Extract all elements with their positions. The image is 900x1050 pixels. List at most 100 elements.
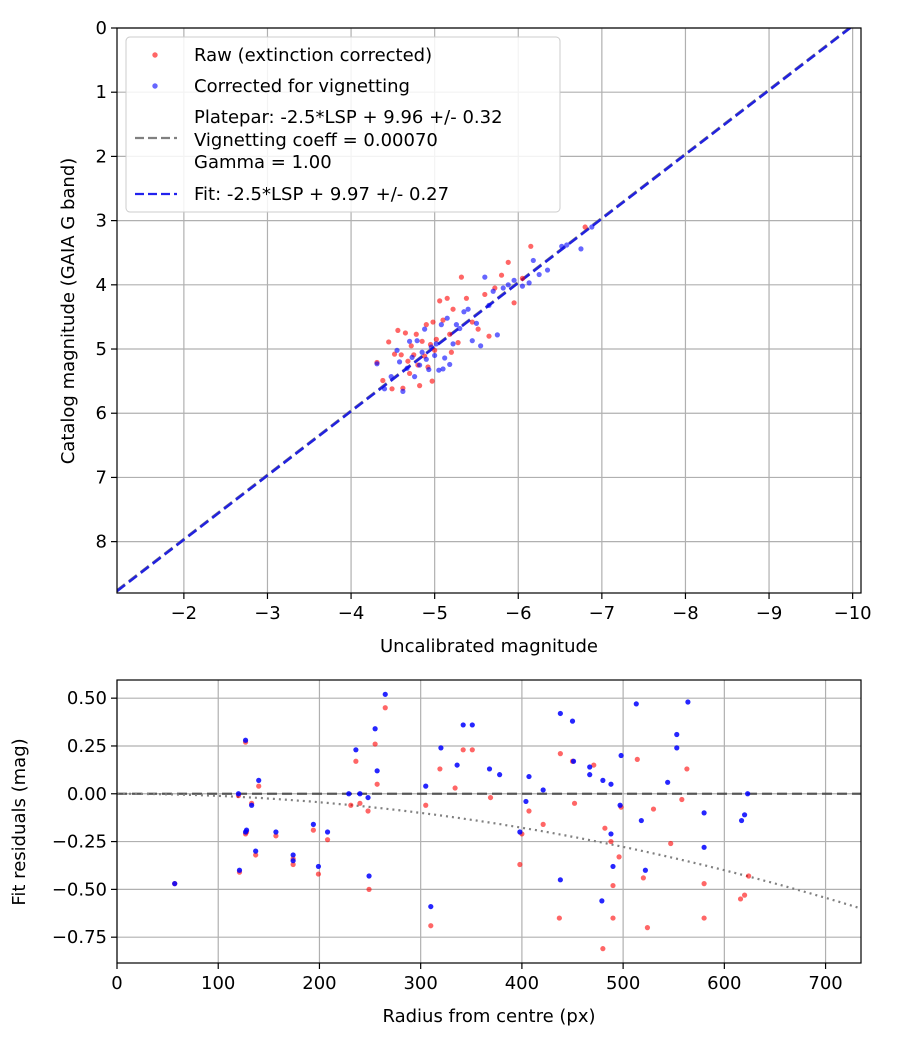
- corrected-residual-point: [557, 877, 563, 883]
- corrected-residual-point: [249, 802, 255, 808]
- corrected-point: [473, 320, 480, 326]
- raw-residual-point: [487, 794, 494, 801]
- top-ytick-label: 2: [96, 146, 107, 167]
- top-xtick-label: −10: [834, 603, 872, 624]
- raw-residual-point: [315, 871, 322, 877]
- raw-residual-point: [460, 747, 466, 753]
- raw-point: [405, 358, 411, 364]
- bottom-xtick-label: 600: [707, 973, 741, 994]
- corrected-point: [486, 302, 492, 308]
- corrected-residual-point: [674, 745, 680, 751]
- raw-residual-point: [556, 915, 562, 921]
- corrected-point: [438, 322, 444, 328]
- corrected-point: [426, 366, 432, 373]
- corrected-point: [404, 365, 410, 371]
- corrected-residual-point: [599, 898, 605, 904]
- raw-residual-point: [256, 783, 262, 789]
- corrected-point: [447, 361, 453, 368]
- raw-point: [413, 331, 419, 337]
- raw-residual-point: [650, 806, 657, 812]
- raw-point: [448, 349, 454, 355]
- raw-point: [482, 291, 488, 298]
- corrected-point: [400, 388, 406, 394]
- corrected-residual-point: [600, 777, 606, 783]
- legend-raw-marker: [152, 52, 158, 58]
- corrected-point: [432, 352, 438, 359]
- corrected-point: [419, 349, 425, 355]
- bottom-xtick-label: 300: [403, 973, 437, 994]
- raw-residual-point: [374, 781, 380, 787]
- corrected-point: [490, 288, 496, 294]
- top-xlabel: Uncalibrated magnitude: [380, 636, 598, 657]
- raw-residual-point: [273, 833, 279, 839]
- corrected-residual-point: [236, 867, 243, 873]
- corrected-point: [526, 280, 532, 286]
- raw-residual-point: [253, 852, 259, 858]
- raw-residual-point: [746, 873, 752, 879]
- top-xtick-label: −3: [254, 603, 281, 624]
- corrected-point: [530, 257, 536, 264]
- corrected-residual-point: [382, 691, 388, 697]
- top-ytick-label: 6: [96, 403, 107, 424]
- raw-point: [386, 339, 392, 345]
- raw-point: [406, 370, 413, 377]
- raw-residual-point: [616, 854, 622, 860]
- bottom-lines: [117, 792, 862, 910]
- bottom-ylabel: Fit residuals (mag): [9, 738, 30, 905]
- raw-point: [429, 378, 435, 384]
- top-xtick-label: −7: [589, 603, 616, 624]
- corrected-residual-point: [745, 791, 751, 797]
- corrected-residual-point: [469, 722, 475, 728]
- raw-point: [440, 317, 446, 323]
- corrected-residual-point: [638, 817, 644, 824]
- corrected-residual-point: [617, 802, 623, 808]
- corrected-residual-point: [438, 745, 444, 751]
- raw-point: [455, 340, 461, 346]
- corrected-point: [450, 341, 456, 347]
- top-xtick-label: −5: [421, 603, 448, 624]
- raw-residual-point: [557, 751, 563, 757]
- raw-residual-point: [365, 808, 371, 814]
- raw-point: [391, 351, 398, 357]
- legend: Raw (extinction corrected) Corrected for…: [125, 36, 561, 213]
- raw-point: [450, 306, 456, 312]
- corrected-residual-point: [701, 844, 707, 850]
- corrected-residual-point: [290, 858, 296, 864]
- corrected-residual-point: [372, 726, 378, 732]
- raw-point: [402, 330, 409, 336]
- raw-residual-point: [737, 896, 744, 902]
- corrected-residual-point: [243, 827, 250, 833]
- raw-residual-point: [452, 785, 458, 791]
- raw-point: [458, 274, 465, 280]
- bottom-ticks: 0 100 200 300 400 500 600 700 0.50 0.25 0.00 −0.25 −…: [52, 688, 843, 994]
- corrected-point: [461, 309, 467, 315]
- corrected-point: [578, 246, 584, 252]
- corrected-point: [417, 362, 423, 368]
- top-xtick-label: −9: [756, 603, 783, 624]
- corrected-point: [457, 325, 463, 332]
- corrected-point: [444, 315, 450, 321]
- raw-point: [511, 300, 517, 306]
- corrected-point: [423, 356, 429, 362]
- top-chart: −2 −3 −4 −5 −6 −7 −8 −9 −10 0 1 2 3 4 5 6 7 8 Uncalibrate…: [58, 18, 872, 657]
- top-xtick-label: −2: [171, 603, 198, 624]
- corrected-point: [436, 367, 442, 373]
- top-plot-frame: [116, 27, 862, 594]
- corrected-residual-point: [486, 766, 493, 772]
- corrected-point: [388, 374, 394, 380]
- raw-residual-point: [679, 796, 685, 803]
- corrected-residual-point: [608, 781, 614, 787]
- top-xtick-label: −6: [505, 603, 532, 624]
- raw-residual-point: [610, 882, 616, 889]
- raw-point: [423, 322, 429, 328]
- corrected-residual-point: [235, 791, 242, 797]
- corrected-point: [409, 354, 415, 360]
- raw-residual-point: [701, 915, 707, 921]
- bottom-xtick-label: 400: [505, 973, 539, 994]
- raw-residual-point: [428, 923, 434, 929]
- bottom-ytick-label: −0.25: [52, 832, 107, 853]
- corrected-residual-point: [642, 867, 648, 873]
- corrected-residual-point: [701, 810, 707, 816]
- bottom-xlabel: Radius from centre (px): [382, 1006, 595, 1027]
- corrected-point: [428, 344, 434, 350]
